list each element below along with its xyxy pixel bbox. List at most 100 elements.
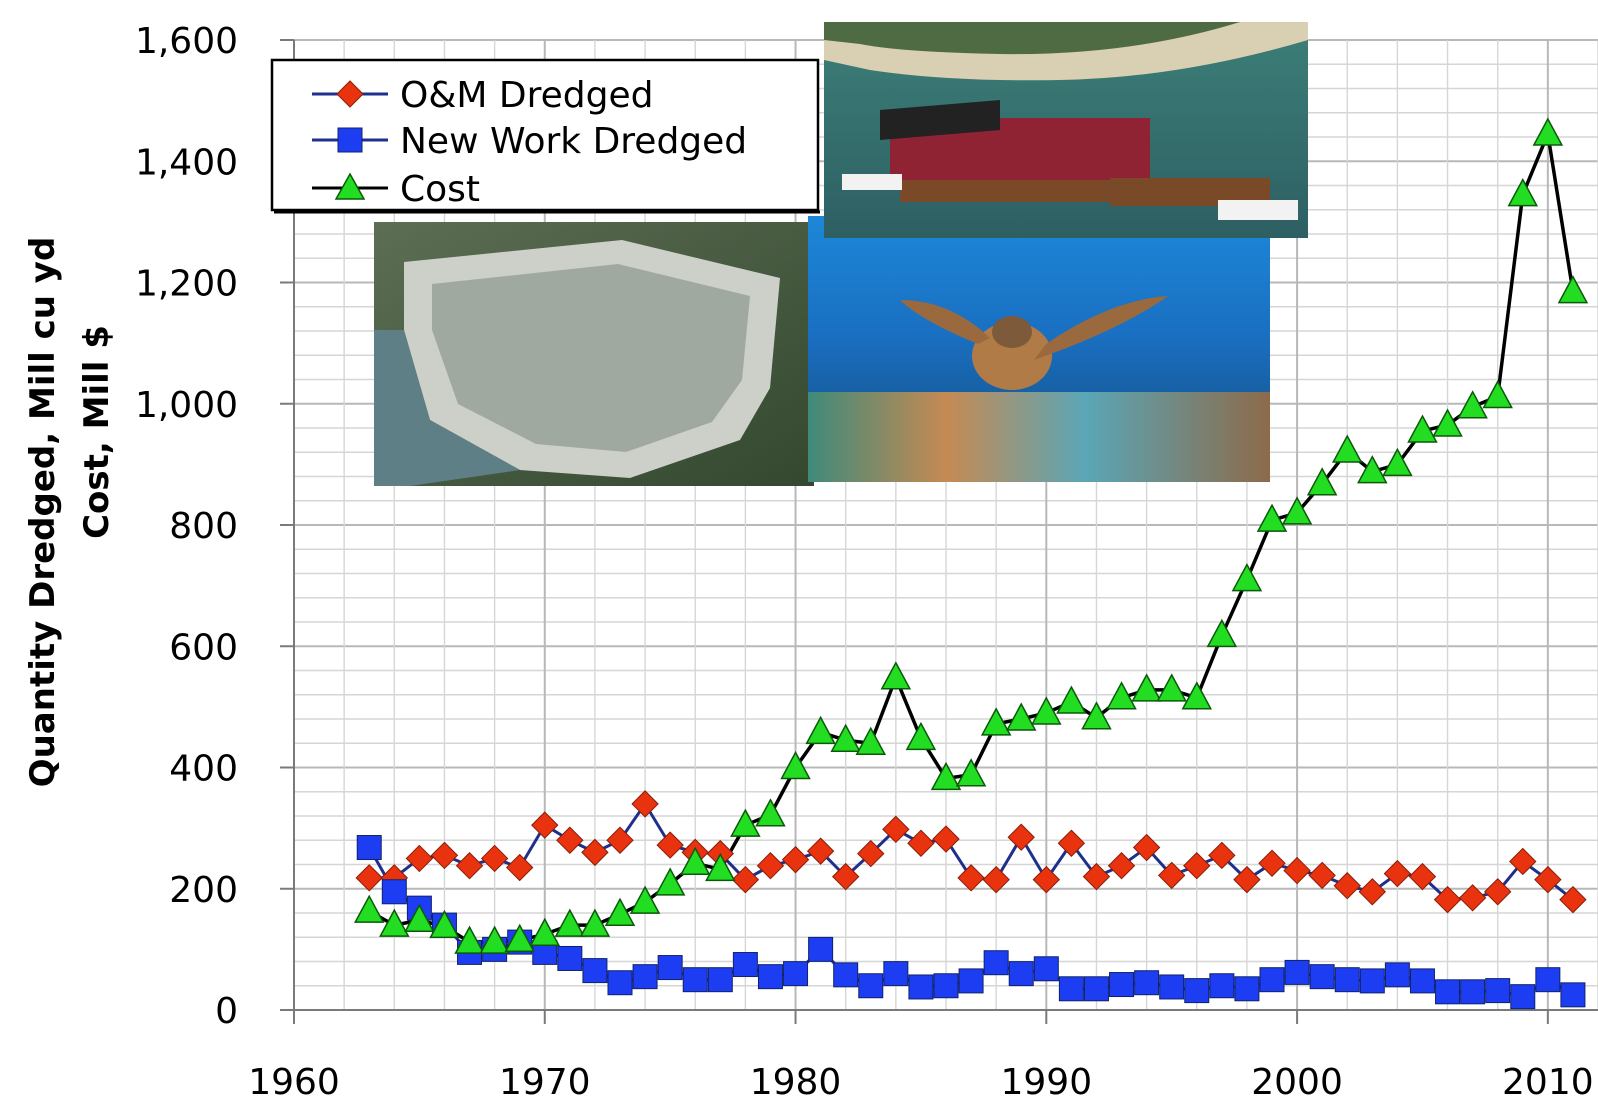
series-layer (353, 117, 1589, 1010)
point-cost (1181, 681, 1213, 710)
point-new-work-dredged (983, 950, 1009, 976)
point-new-work-dredged (1334, 967, 1360, 993)
x-tick-label: 1980 (750, 1062, 842, 1101)
point-new-work-dredged (356, 835, 382, 861)
point-cost (955, 758, 987, 787)
point-new-work-dredged (732, 952, 758, 978)
point-om-dredged (1258, 849, 1286, 877)
point-new-work-dredged (858, 973, 884, 999)
point-cost (730, 808, 761, 837)
point-om-dredged (957, 864, 985, 892)
point-om-dredged (806, 837, 835, 865)
legend-item-cost: Cost (312, 169, 480, 210)
point-new-work-dredged (1460, 979, 1486, 1005)
point-om-dredged (1534, 865, 1562, 894)
point-new-work-dredged (607, 970, 633, 996)
point-om-dredged (1208, 841, 1236, 870)
point-new-work-dredged (1033, 956, 1059, 982)
y-tick-label: 0 (215, 991, 238, 1032)
y-tick-label: 400 (169, 749, 238, 790)
point-new-work-dredged (657, 955, 683, 981)
y-tick-label: 1,200 (135, 264, 238, 305)
y-tick-label: 200 (169, 870, 238, 911)
point-om-dredged (781, 845, 810, 874)
point-new-work-dredged (1234, 976, 1260, 1002)
point-cost (1432, 408, 1463, 437)
point-new-work-dredged (1384, 962, 1410, 988)
point-new-work-dredged (1109, 972, 1135, 998)
point-cost (654, 867, 686, 896)
photo-containment-site (374, 222, 814, 486)
legend-item-new-work-dredged: New Work Dredged (312, 121, 747, 162)
point-new-work-dredged (1409, 968, 1435, 994)
point-om-dredged (1333, 872, 1361, 900)
point-cost (1031, 696, 1062, 725)
point-om-dredged (455, 852, 484, 880)
point-cost (1407, 414, 1438, 443)
point-new-work-dredged (757, 964, 783, 990)
legend-label: New Work Dredged (400, 121, 747, 162)
point-new-work-dredged (1560, 982, 1586, 1008)
point-cost (705, 852, 736, 882)
point-cost (1231, 562, 1263, 592)
point-new-work-dredged (1184, 978, 1210, 1004)
point-cost (1306, 467, 1338, 496)
point-new-work-dredged (557, 945, 583, 971)
photo-sea-turtle (808, 216, 1270, 482)
point-cost (805, 715, 836, 745)
y-tick-label: 1,400 (135, 142, 238, 183)
point-om-dredged (1383, 859, 1412, 888)
point-new-work-dredged (707, 967, 733, 993)
point-om-dredged (1057, 829, 1086, 857)
point-cost (629, 885, 661, 914)
x-tick-label: 2000 (1251, 1062, 1343, 1101)
point-cost (1281, 496, 1313, 525)
point-om-dredged (1308, 861, 1336, 890)
point-om-dredged (480, 844, 509, 873)
point-new-work-dredged (582, 958, 608, 984)
point-cost (780, 750, 811, 780)
point-new-work-dredged (1435, 979, 1461, 1005)
point-new-work-dredged (1309, 964, 1335, 990)
point-om-dredged (1233, 865, 1261, 894)
point-cost (1081, 701, 1112, 730)
point-cost (1532, 117, 1564, 146)
x-tick-label: 2010 (1502, 1062, 1594, 1101)
legend-label: O&M Dredged (400, 75, 654, 116)
y-tick-label: 1,000 (135, 385, 238, 426)
point-cost (1131, 673, 1162, 702)
point-cost (404, 903, 435, 933)
point-new-work-dredged (632, 964, 658, 990)
x-tick-label: 1990 (1000, 1062, 1092, 1101)
photo-dredge-barge (824, 22, 1308, 238)
point-om-dredged (1408, 862, 1437, 891)
point-cost (529, 917, 561, 946)
point-cost (905, 721, 937, 751)
point-cost (1557, 275, 1589, 304)
series-markers-om-dredged (355, 790, 1587, 914)
point-om-dredged (1107, 852, 1136, 880)
point-om-dredged (907, 829, 935, 857)
point-cost (379, 908, 410, 937)
point-om-dredged (1358, 878, 1387, 906)
point-om-dredged (831, 862, 860, 891)
point-cost (604, 897, 636, 926)
point-om-dredged (405, 844, 434, 873)
point-cost (1056, 685, 1087, 714)
point-cost (579, 908, 611, 937)
point-cost (554, 908, 586, 937)
point-cost (1256, 503, 1288, 532)
y-axis-title-line-2: Cost, Mill $ (77, 325, 117, 539)
point-new-work-dredged (1058, 976, 1084, 1002)
point-cost (429, 909, 460, 939)
point-om-dredged (531, 811, 559, 839)
point-new-work-dredged (1159, 974, 1185, 1000)
point-om-dredged (656, 831, 684, 859)
point-cost (1156, 673, 1187, 702)
point-cost (1005, 702, 1037, 731)
point-om-dredged (882, 815, 910, 844)
point-cost (1206, 618, 1238, 648)
y-axis-title-line-1: Quantity Dredged, Mill cu yd (23, 237, 63, 788)
point-cost (1382, 447, 1413, 477)
point-cost (353, 894, 385, 923)
